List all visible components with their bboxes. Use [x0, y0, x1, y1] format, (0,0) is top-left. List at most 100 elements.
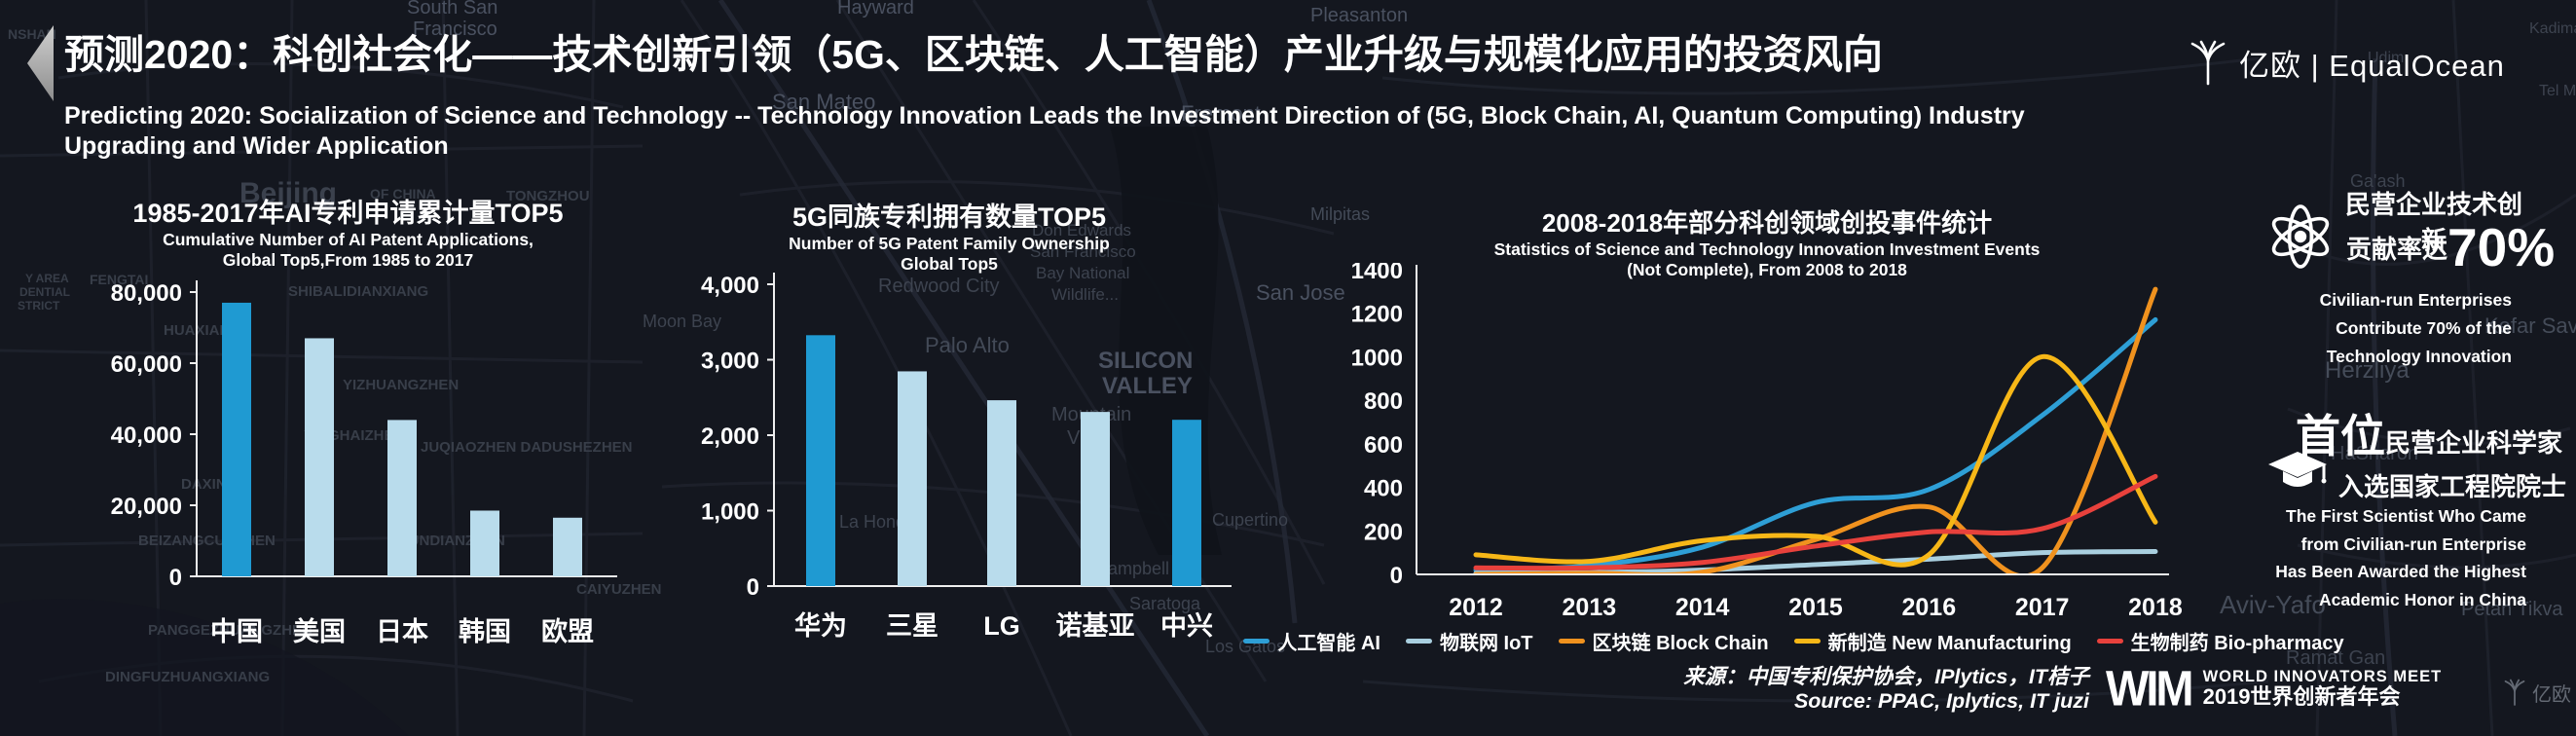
svg-text:600: 600 [1364, 432, 1403, 459]
legend-label: 区块链 Block Chain [1592, 633, 1769, 654]
map-label: Pleasanton [1310, 5, 1408, 26]
map-label: FENGTAI [90, 272, 148, 287]
map-label: South San [407, 0, 497, 18]
map-label: PANGGEZHUANGZHEN [148, 622, 313, 639]
svg-text:60,000: 60,000 [111, 351, 182, 378]
svg-text:2017: 2017 [2015, 594, 2070, 621]
map-label: Ramat Gan [2286, 647, 2385, 669]
legend-label: 人工智能 AI [1277, 633, 1380, 654]
svg-text:80,000: 80,000 [111, 280, 182, 307]
wim-logo-block: WIM WORLD INNOVATORS MEET 2019世界创新者年会 [2106, 659, 2443, 717]
map-label: Tel Mond [2539, 83, 2576, 99]
chart2-subtitle: Number of 5G Patent Family Ownership Glo… [789, 234, 1110, 274]
svg-text:2014: 2014 [1675, 594, 1730, 621]
desc1-line3: Technology Innovation [2326, 347, 2512, 366]
map-label: HaSharon [2331, 443, 2418, 464]
map-label: La Honda [839, 512, 916, 532]
legend-item: 人工智能 AI [1243, 627, 1380, 655]
map-label: Bay National [1036, 264, 1129, 282]
svg-text:韩国: 韩国 [459, 617, 511, 646]
map-label: Redwood City [878, 276, 1000, 297]
map-label: TONGZHOU [506, 188, 590, 204]
svg-text:诺基亚: 诺基亚 [1056, 611, 1135, 641]
map-label: Hayward [837, 0, 914, 18]
chart1-title: 1985-2017年AI专利申请累计量TOP5 [132, 199, 564, 228]
subtitle-line-2: Upgrading and Wider Application [64, 132, 449, 160]
slide-subtitle-en: Predicting 2020: Socialization of Scienc… [64, 101, 2025, 162]
legend-swatch [1243, 639, 1270, 644]
svg-text:美国: 美国 [293, 616, 346, 646]
corner-brand: 亿欧 [2502, 678, 2571, 707]
legend-swatch [1405, 639, 1432, 644]
subtitle-line-1: Predicting 2020: Socialization of Scienc… [64, 102, 2025, 129]
brand-text: 亿欧 | EqualOcean [2239, 48, 2505, 83]
legend-swatch [1558, 639, 1585, 644]
private-enterprise-innovation-title: 民营企业技术创新 [2344, 190, 2522, 255]
wim-logo: WIM [2106, 659, 2194, 717]
legend-swatch [2096, 639, 2123, 644]
legend-label: 新制造 New Manufacturing [1827, 633, 2072, 654]
stat-prefix: 贡献率达 [2346, 235, 2448, 264]
svg-text:欧盟: 欧盟 [541, 617, 594, 646]
svg-text:2018: 2018 [2128, 594, 2183, 621]
map-label: Y AREA [25, 272, 69, 285]
equalocean-logo-icon [2190, 40, 2226, 86]
map-label: Petah Tikva [2461, 599, 2563, 620]
svg-text:1,000: 1,000 [701, 499, 759, 526]
map-label: Ga'ash [2350, 171, 2405, 191]
map-label: Palo Alto [925, 333, 1010, 357]
source-line-cn: 来源：中国专利保护协会，IPlytics，IT桔子 [1683, 665, 2089, 688]
svg-text:2,000: 2,000 [701, 423, 759, 450]
svg-text:1400: 1400 [1351, 263, 1403, 284]
map-label: San Jose [1256, 280, 1345, 305]
chart2-title: 5G同族专利拥有数量TOP5 [791, 202, 1107, 232]
svg-text:2012: 2012 [1449, 594, 1503, 621]
title-arrow-decoration [27, 25, 54, 101]
svg-text:2013: 2013 [1563, 594, 1617, 621]
source-note: 来源：中国专利保护协会，IPlytics，IT桔子 Source: PPAC, … [1558, 665, 2089, 714]
map-label: Moon Bay [643, 312, 721, 331]
map-label: SHIBALIDIANXIANG [288, 283, 428, 300]
legend-swatch [1793, 639, 1821, 644]
chart3-legend: 人工智能 AI 物联网 IoT 区块链 Block Chain 新制造 New Man… [1243, 627, 2344, 655]
svg-text:200: 200 [1364, 519, 1403, 545]
svg-text:中兴: 中兴 [1160, 611, 1213, 641]
academician-subline: 入选国家工程院院士 [2338, 472, 2567, 501]
map-label: DINGFUZHUANGXIANG [105, 669, 270, 685]
desc2-line4: Academic Honor in China [2319, 589, 2526, 609]
stat-value: 70% [2447, 217, 2556, 277]
headline-big: 首位 [2296, 411, 2385, 461]
map-label: YIZHUANGZHEN [343, 377, 459, 393]
first-scientist-headline: 首位 民营企业科学家 [2296, 401, 2562, 465]
svg-text:3,000: 3,000 [701, 349, 759, 375]
legend-item: 新制造 New Manufacturing [1793, 627, 2072, 655]
map-label: DENTIAL [19, 285, 70, 299]
svg-text:日本: 日本 [376, 617, 428, 646]
svg-text:400: 400 [1364, 476, 1403, 502]
graduation-cap-icon [2268, 452, 2327, 487]
map-label: Herzliya [2325, 357, 2410, 384]
map-label: SILICON [1098, 348, 1193, 374]
5g-patent-bar-chart: 0 1,000 2,000 3,000 4,000 华为 三星 LG 诺基亚 中兴 [701, 273, 1232, 641]
svg-text:0: 0 [1390, 563, 1403, 589]
svg-text:1200: 1200 [1351, 302, 1403, 328]
headline-rest: 民营企业科学家 [2385, 428, 2563, 458]
desc2-line2: from Civilian-run Enterprise [2300, 534, 2526, 554]
svg-text:800: 800 [1364, 388, 1403, 415]
desc2-line1: The First Scientist Who Came [2286, 506, 2526, 526]
map-label: VALLEY [1102, 373, 1193, 399]
svg-text:0: 0 [747, 574, 759, 601]
slide-title: 预测2020：科创社会化——技术创新引领（5G、区块链、人工智能）产业升级与规模… [64, 32, 1883, 77]
legend-item: 区块链 Block Chain [1558, 627, 1769, 655]
contribution-desc-en: Civilian-run Enterprises Contribute 70% … [2220, 286, 2512, 371]
svg-text:2015: 2015 [1788, 594, 1843, 621]
map-label: Don Edwards [1032, 221, 1131, 239]
legend-label: 生物制药 Bio-pharmacy [2130, 633, 2344, 654]
chart1-subtitle: Cumulative Number of AI Patent Applicati… [163, 230, 534, 270]
wim-line1: WORLD INNOVATORS MEET [2202, 667, 2443, 685]
map-label: STRICT [18, 299, 60, 313]
wim-line2: 2019世界创新者年会 [2202, 683, 2401, 709]
